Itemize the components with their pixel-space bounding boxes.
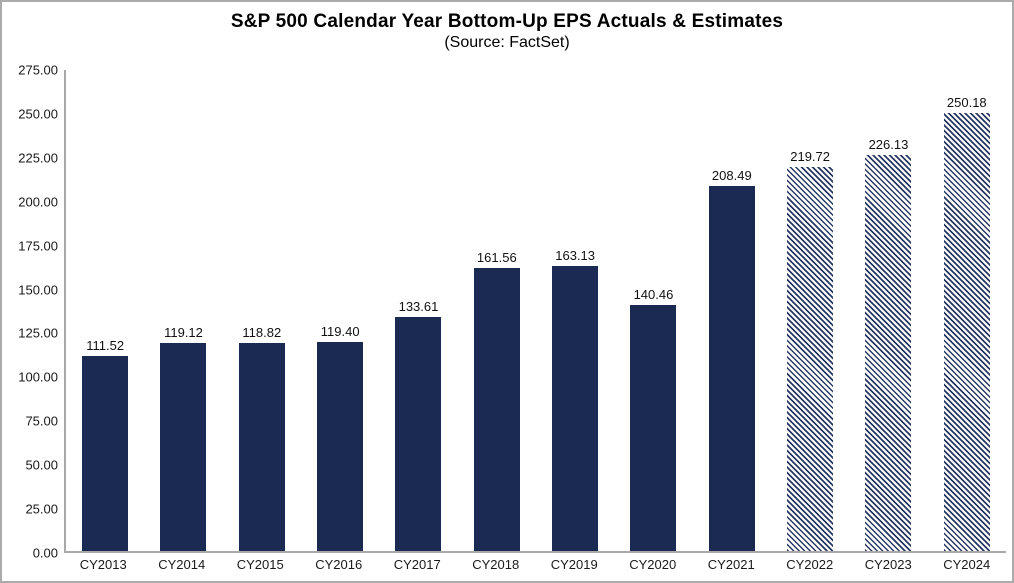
bar-slot-CY2019: 163.13 [536,70,614,551]
chart-subtitle: (Source: FactSet) [444,34,570,51]
actual-bar-CY2015 [238,343,285,551]
x-tick-label-CY2014: CY2014 [158,557,206,572]
x-tick-label-CY2013: CY2013 [79,557,127,572]
bar-slot-CY2022: 219.72 [771,70,849,551]
actual-bar-CY2019 [552,265,599,551]
bar-slot-CY2015: 118.82 [223,70,301,551]
actual-bar-CY2013 [82,355,129,551]
x-tick-label-CY2019: CY2019 [550,557,598,572]
bar-value-label: 119.12 [164,324,203,340]
bar-slot-CY2016: 119.40 [301,70,379,551]
y-tick-label: 200.00 [18,194,58,210]
x-tick-label-CY2023: CY2023 [864,557,912,572]
bar-slot-CY2024: 250.18 [928,70,1006,551]
x-tick-label-CY2018: CY2018 [472,557,520,572]
actual-bar-CY2018 [473,268,520,551]
bar-value-label: 119.40 [320,324,360,340]
bar-value-label: 161.56 [476,250,517,266]
bar-value-label: 226.13 [868,137,909,153]
y-tick-label: 225.00 [18,150,58,166]
y-tick-label: 100.00 [18,369,58,385]
y-tick-label: 0.00 [32,545,58,561]
bar-value-label: 111.52 [86,337,125,353]
y-tick-label: 125.00 [18,325,58,341]
actual-bar-CY2014 [160,342,207,551]
y-tick-label: 50.00 [25,457,58,473]
bar-value-label: 133.61 [398,299,439,315]
y-tick-label: 75.00 [25,413,58,429]
bar-slot-CY2021: 208.49 [693,70,771,551]
x-tick-label-CY2017: CY2017 [393,557,441,572]
estimate-bar-CY2022 [787,166,834,551]
bar-value-label: 208.49 [711,168,752,184]
bar-value-label: 250.18 [946,95,987,111]
x-tick-label-CY2020: CY2020 [629,557,677,572]
x-tick-label-CY2021: CY2021 [707,557,755,572]
x-tick-label-CY2016: CY2016 [315,557,363,572]
bar-slot-CY2017: 133.61 [379,70,457,551]
actual-bar-CY2020 [630,305,677,551]
bar-slot-CY2014: 119.12 [144,70,222,551]
y-tick-label: 250.00 [18,106,58,122]
x-tick-label-CY2015: CY2015 [236,557,284,572]
bar-slot-CY2023: 226.13 [849,70,927,551]
bar-value-label: 118.82 [242,325,282,341]
bar-slot-CY2020: 140.46 [614,70,692,551]
y-tick-label: 25.00 [25,501,58,517]
bar-value-label: 163.13 [555,247,596,263]
y-tick-label: 175.00 [18,238,58,254]
bar-value-label: 219.72 [790,148,830,164]
estimate-bar-CY2024 [943,113,990,551]
x-tick-label-CY2022: CY2022 [786,557,834,572]
plot-area: 111.52 119.12 118.82 119.40 133.61 161.56 163.… [64,70,1006,553]
bar-value-label: 140.46 [633,287,674,303]
bar-slot-CY2013: 111.52 [66,70,144,551]
x-axis-labels: CY2013 CY2014 CY2015 CY2016 CY2017 CY2018 CY20… [64,557,1006,577]
actual-bar-CY2021 [708,186,755,551]
bar-slot-CY2018: 161.56 [458,70,536,551]
chart-title: S&P 500 Calendar Year Bottom-Up EPS Actu… [230,11,784,32]
actual-bar-CY2016 [317,342,364,551]
y-tick-label: 275.00 [18,62,58,78]
y-axis: 275.00 250.00 225.00 200.00 175.00 150.00 125.… [2,63,58,561]
x-tick-label-CY2024: CY2024 [943,557,991,572]
actual-bar-CY2017 [395,317,442,551]
estimate-bar-CY2023 [865,155,912,551]
y-tick-label: 150.00 [18,282,58,298]
